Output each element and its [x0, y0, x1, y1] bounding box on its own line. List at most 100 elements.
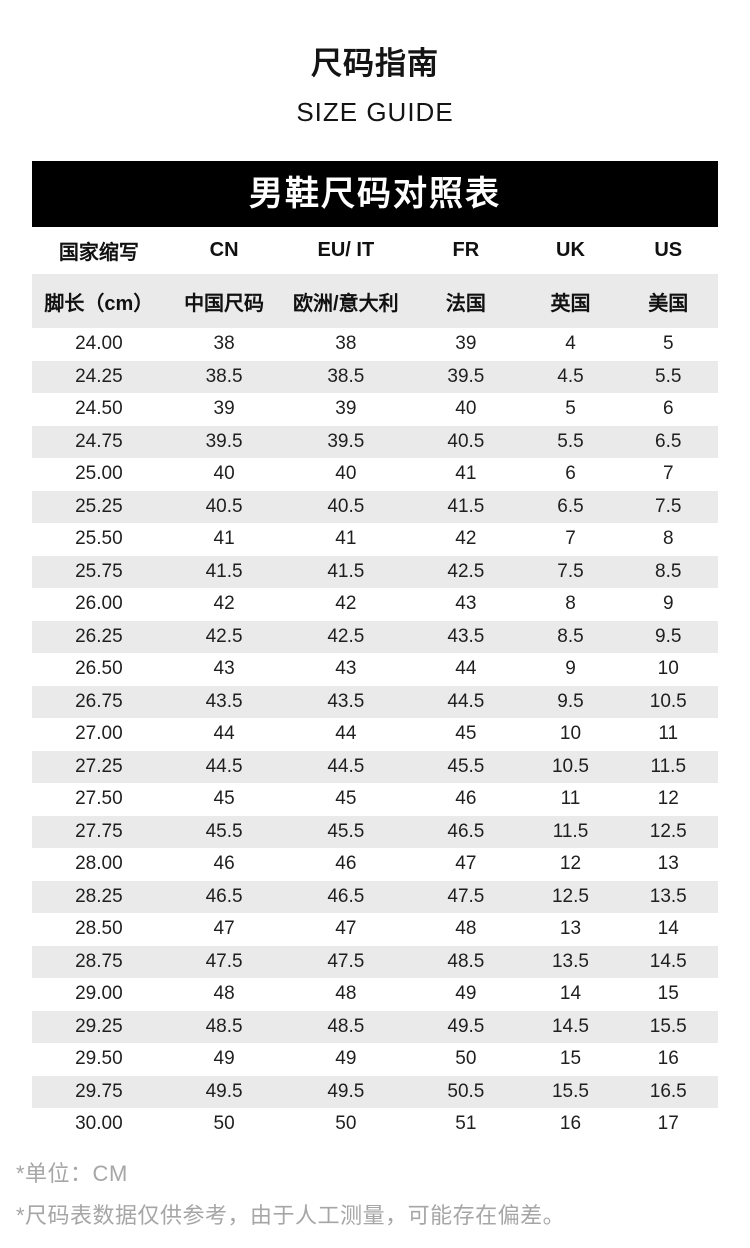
table-cell: 40.5 — [282, 490, 410, 523]
table-cell: 16 — [618, 1043, 718, 1076]
table-cell: 40.5 — [165, 490, 283, 523]
table-cell: 46.5 — [409, 815, 523, 848]
size-table-head: 国家缩写 CN EU/ IT FR UK US 脚长（cm） 中国尺码 欧洲/意… — [32, 227, 718, 328]
table-cell: 47 — [409, 848, 523, 881]
table-cell: 42 — [165, 588, 283, 621]
table-cell: 13.5 — [522, 945, 619, 978]
table-cell: 11.5 — [522, 815, 619, 848]
table-row: 29.50 49 49 50 15 16 — [32, 1043, 718, 1076]
table-cell: 47.5 — [409, 880, 523, 913]
column-header: UK — [522, 227, 619, 274]
table-cell: 43.5 — [282, 685, 410, 718]
table-cell: 15.5 — [522, 1075, 619, 1108]
table-row: 28.00 46 46 47 12 13 — [32, 848, 718, 881]
table-cell: 45 — [165, 783, 283, 816]
table-cell: 24.50 — [32, 393, 166, 426]
table-cell: 5 — [618, 328, 718, 361]
table-cell: 4 — [522, 328, 619, 361]
table-row: 24.50 39 39 40 5 6 — [32, 393, 718, 426]
table-cell: 27.00 — [32, 718, 166, 751]
footnote-unit: *单位：CM — [16, 1160, 128, 1186]
table-cell: 48 — [282, 978, 410, 1011]
table-cell: 8.5 — [618, 555, 718, 588]
table-cell: 28.25 — [32, 880, 166, 913]
table-cell: 28.50 — [32, 913, 166, 946]
table-cell: 24.75 — [32, 425, 166, 458]
table-cell: 14.5 — [522, 1010, 619, 1043]
page-title: 尺码指南 — [311, 46, 439, 81]
table-cell: 49.5 — [409, 1010, 523, 1043]
table-cell: 5.5 — [522, 425, 619, 458]
table-cell: 43 — [409, 588, 523, 621]
table-cell: 45.5 — [165, 815, 283, 848]
table-cell: 13 — [522, 913, 619, 946]
column-header: EU/ IT — [282, 227, 410, 274]
table-cell: 46.5 — [165, 880, 283, 913]
page-subtitle: SIZE GUIDE — [296, 97, 454, 127]
column-header: 法国 — [409, 274, 523, 328]
table-cell: 44 — [409, 653, 523, 686]
table-cell: 38 — [282, 328, 410, 361]
table-cell: 15 — [522, 1043, 619, 1076]
table-cell: 45.5 — [409, 750, 523, 783]
table-cell: 14 — [522, 978, 619, 1011]
table-row: 25.00 40 40 41 6 7 — [32, 458, 718, 491]
table-cell: 49 — [165, 1043, 283, 1076]
table-cell: 43.5 — [165, 685, 283, 718]
table-cell: 38 — [165, 328, 283, 361]
table-cell: 42 — [409, 523, 523, 556]
table-cell: 28.75 — [32, 945, 166, 978]
table-cell: 25.50 — [32, 523, 166, 556]
table-cell: 50 — [409, 1043, 523, 1076]
table-cell: 15 — [618, 978, 718, 1011]
table-cell: 16 — [522, 1108, 619, 1141]
table-row: 28.25 46.5 46.5 47.5 12.5 13.5 — [32, 880, 718, 913]
table-cell: 26.25 — [32, 620, 166, 653]
table-cell: 44.5 — [409, 685, 523, 718]
table-cell: 51 — [409, 1108, 523, 1141]
table-row: 26.00 42 42 43 8 9 — [32, 588, 718, 621]
table-cell: 39 — [409, 328, 523, 361]
table-row: 27.75 45.5 45.5 46.5 11.5 12.5 — [32, 815, 718, 848]
table-cell: 44 — [165, 718, 283, 751]
table-cell: 50 — [282, 1108, 410, 1141]
table-cell: 39 — [165, 393, 283, 426]
table-cell: 47 — [165, 913, 283, 946]
table-row: 25.50 41 41 42 7 8 — [32, 523, 718, 556]
column-header: 英国 — [522, 274, 619, 328]
table-cell: 46 — [165, 848, 283, 881]
table-row: 25.75 41.5 41.5 42.5 7.5 8.5 — [32, 555, 718, 588]
table-cell: 9.5 — [618, 620, 718, 653]
table-cell: 46 — [409, 783, 523, 816]
table-row: 26.75 43.5 43.5 44.5 9.5 10.5 — [32, 685, 718, 718]
table-cell: 6.5 — [522, 490, 619, 523]
table-row: 25.25 40.5 40.5 41.5 6.5 7.5 — [32, 490, 718, 523]
table-row: 29.75 49.5 49.5 50.5 15.5 16.5 — [32, 1075, 718, 1108]
table-cell: 11.5 — [618, 750, 718, 783]
table-cell: 41 — [409, 458, 523, 491]
column-header: 欧洲/意大利 — [282, 274, 410, 328]
footnotes: *单位：CM *尺码表数据仅供参考，由于人工测量，可能存在偏差。 — [16, 1160, 750, 1227]
table-cell: 5.5 — [618, 360, 718, 393]
table-cell: 50 — [165, 1108, 283, 1141]
table-row: 27.00 44 44 45 10 11 — [32, 718, 718, 751]
table-cell: 24.00 — [32, 328, 166, 361]
table-cell: 42.5 — [409, 555, 523, 588]
table-cell: 8 — [618, 523, 718, 556]
table-cell: 26.50 — [32, 653, 166, 686]
table-cell: 25.25 — [32, 490, 166, 523]
table-cell: 26.00 — [32, 588, 166, 621]
table-cell: 48 — [409, 913, 523, 946]
table-cell: 27.50 — [32, 783, 166, 816]
table-cell: 12.5 — [618, 815, 718, 848]
table-cell: 48.5 — [409, 945, 523, 978]
table-cell: 48.5 — [282, 1010, 410, 1043]
table-cell: 49 — [282, 1043, 410, 1076]
table-cell: 9.5 — [522, 685, 619, 718]
table-cell: 15.5 — [618, 1010, 718, 1043]
table-cell: 9 — [522, 653, 619, 686]
table-cell: 16.5 — [618, 1075, 718, 1108]
table-row: 28.75 47.5 47.5 48.5 13.5 14.5 — [32, 945, 718, 978]
table-cell: 8.5 — [522, 620, 619, 653]
